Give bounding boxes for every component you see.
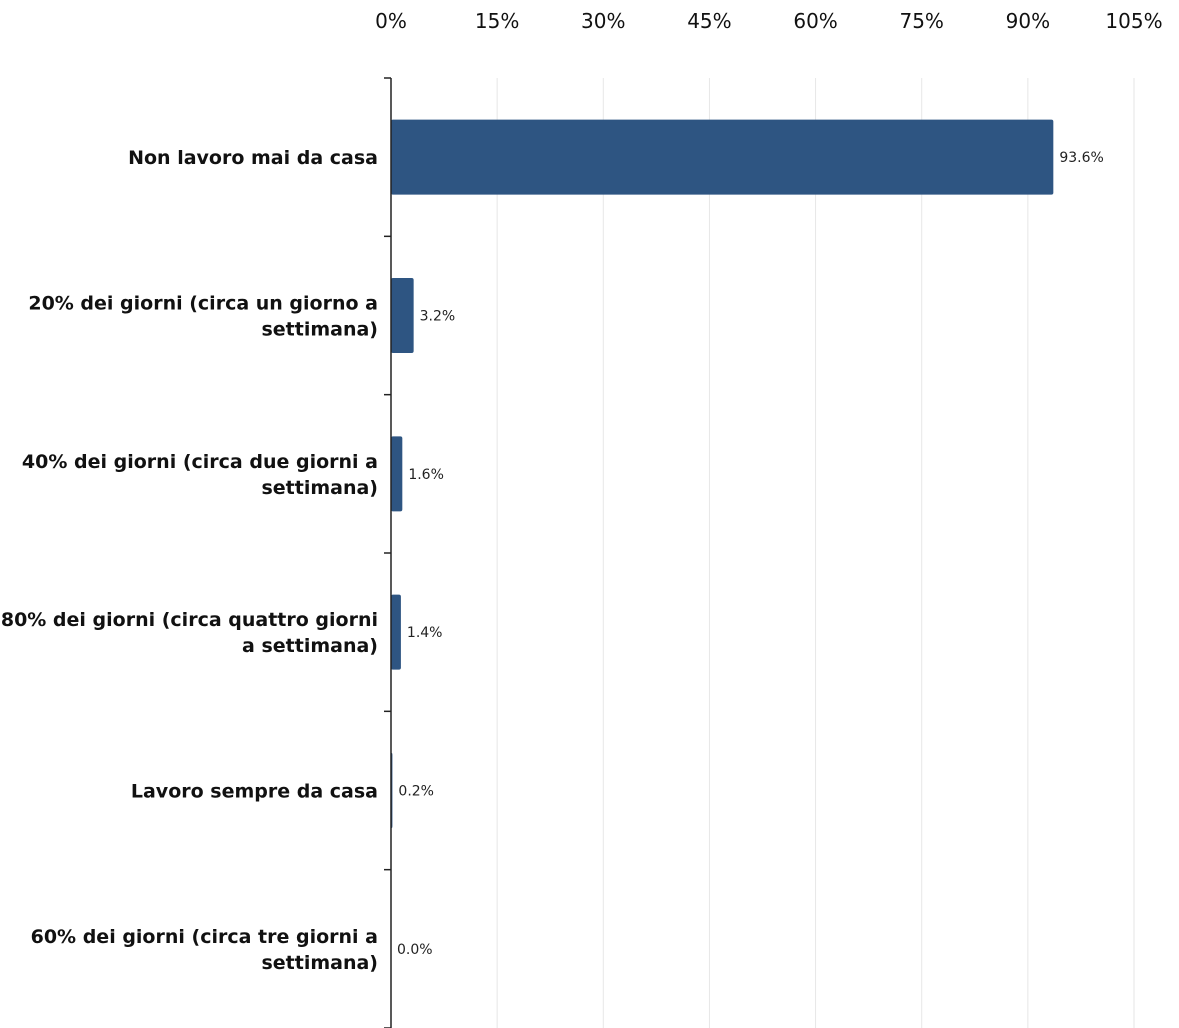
bar: [391, 278, 414, 353]
y-axis: [384, 77, 392, 1028]
data-label: 1.4%: [407, 625, 443, 641]
x-axis-ticks: 0% 15% 30% 45% 60% 75% 90% 105%: [375, 9, 1162, 33]
category-label: 40% dei giorni (circa due giorni a settim…: [22, 451, 378, 499]
data-label: 93.6%: [1059, 150, 1103, 166]
bar: [391, 594, 401, 670]
category-label: 20% dei giorni (circa un giorno a settima…: [28, 293, 378, 341]
x-tick-label: 30%: [581, 9, 625, 33]
category-label: Lavoro sempre da casa: [131, 781, 378, 803]
bar: [391, 119, 1054, 195]
x-tick-label: 60%: [793, 9, 837, 33]
data-label: 1.6%: [408, 467, 444, 483]
x-tick-label: 75%: [899, 9, 943, 33]
x-tick-label: 45%: [687, 9, 731, 33]
data-label: 3.2%: [420, 309, 456, 325]
gridlines: [496, 78, 1135, 1028]
data-label: 0.2%: [398, 784, 434, 800]
category-label: 80% dei giorni (circa quattro giorni a se…: [1, 609, 378, 657]
bars: [391, 119, 1054, 828]
data-labels: 93.6% 3.2% 1.6% 1.4% 0.2% 0.0%: [397, 150, 1104, 958]
bar: [391, 436, 403, 512]
x-tick-label: 0%: [375, 9, 407, 33]
data-label: 0.0%: [397, 942, 433, 958]
x-tick-label: 90%: [1006, 9, 1050, 33]
x-tick-label: 15%: [475, 9, 519, 33]
x-tick-label: 105%: [1105, 9, 1162, 33]
category-labels: Non lavoro mai da casa 20% dei giorni (ci…: [1, 147, 378, 974]
category-label: 60% dei giorni (circa tre giorni a settim…: [31, 926, 378, 974]
category-label: Non lavoro mai da casa: [128, 147, 378, 169]
